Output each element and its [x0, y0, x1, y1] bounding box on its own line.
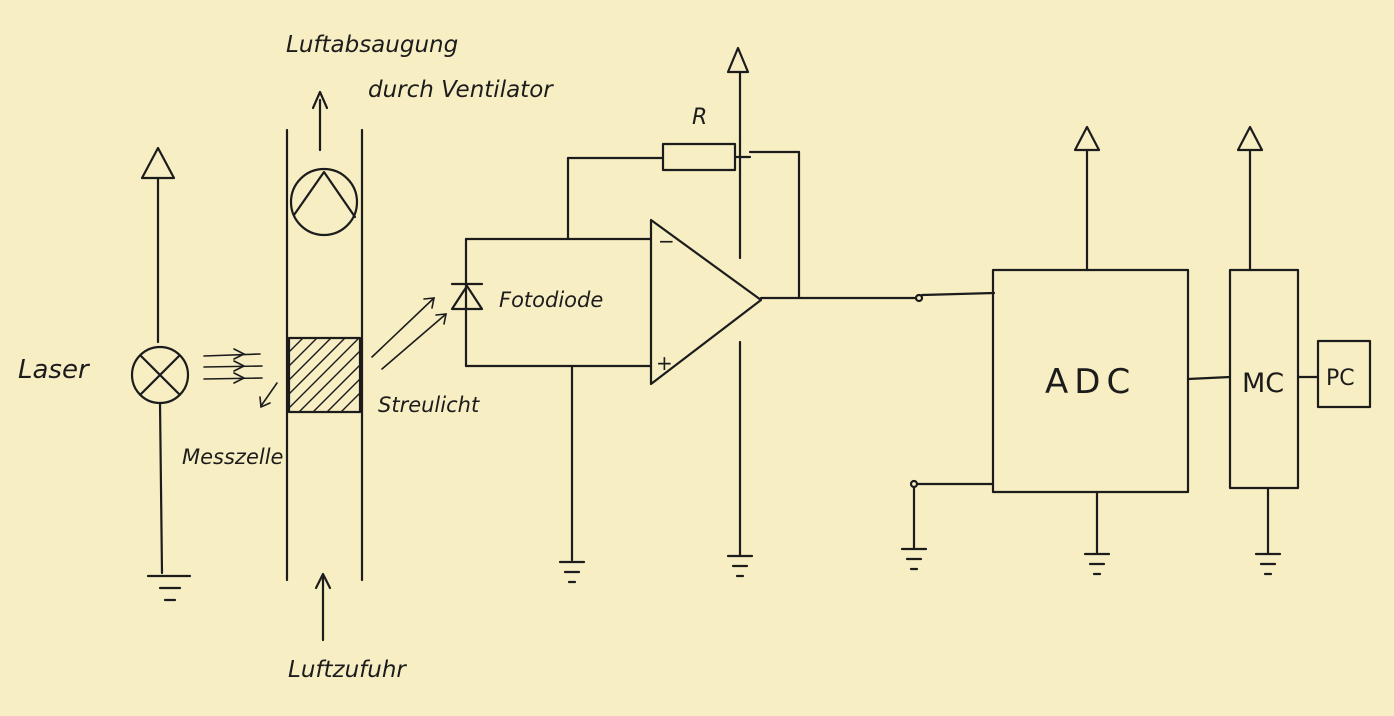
- resistor-label: R: [692, 105, 707, 130]
- fotodiode-label: Fotodiode: [499, 288, 603, 312]
- air-tube: [285, 128, 364, 582]
- opamp-supply-arrow: [726, 46, 750, 260]
- laser-ground-symbol: [146, 574, 192, 602]
- air-exhaust-arrow: [311, 90, 329, 152]
- pc-label: PC: [1326, 366, 1355, 391]
- ventilator-label: durch Ventilator: [368, 77, 554, 103]
- adc-label: ADC: [1045, 362, 1136, 402]
- mc-ground-symbol: [1254, 552, 1282, 576]
- scattered-light-arrows: [371, 297, 447, 370]
- laser-label: Laser: [18, 355, 91, 385]
- feedback-resistor: [661, 142, 801, 299]
- opamp-plus-label: +: [656, 351, 673, 375]
- messzelle-label: Messzelle: [182, 445, 283, 469]
- mc-block: [1228, 268, 1300, 490]
- mc-supply-arrow: [1236, 125, 1264, 272]
- streulicht-label: Streulicht: [378, 393, 480, 417]
- photodiode-symbol: [450, 237, 484, 368]
- ref-ground-symbol: [900, 547, 928, 571]
- luftzufuhr-label: Luftzufuhr: [288, 657, 407, 683]
- laser-lamp-symbol: [130, 345, 190, 405]
- scatter-back-arrow: [259, 382, 278, 409]
- adc-mc-bus: [1186, 375, 1232, 381]
- measurement-cell: [287, 336, 362, 414]
- pc-block: [1316, 339, 1372, 409]
- fan-symbol: [289, 167, 359, 237]
- adc-block: [991, 268, 1190, 494]
- air-intake-arrow: [314, 572, 332, 642]
- opamp-symbol: [649, 218, 763, 386]
- output-terminal: [914, 293, 924, 303]
- opamp-ground-symbol: [726, 554, 754, 578]
- adc-supply-arrow: [1073, 125, 1101, 272]
- luftabsaugung-label: Luftabsaugung: [286, 32, 458, 58]
- adc-ground-symbol: [1083, 552, 1111, 576]
- opamp-minus-label: −: [658, 229, 675, 253]
- mc-label: MC: [1242, 368, 1284, 399]
- laser-supply-arrow: [140, 146, 176, 344]
- photodiode-ground-symbol: [558, 560, 586, 584]
- laser-beam-arrows: [203, 348, 263, 384]
- opamp-input-wires: [464, 156, 665, 368]
- laser-ground-wire: [158, 401, 164, 575]
- adc-input-wire: [920, 291, 996, 297]
